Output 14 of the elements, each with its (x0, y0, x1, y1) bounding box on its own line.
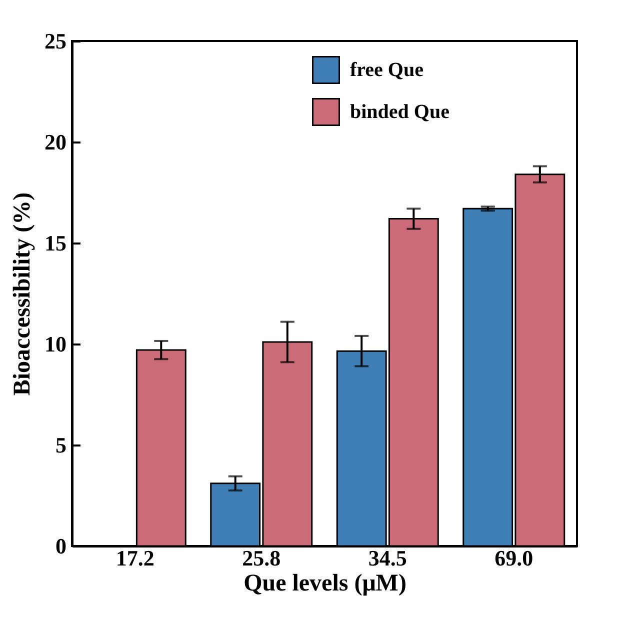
x-tick-label: 34.5 (368, 546, 407, 570)
y-axis-title: Bioaccessibility (%) (10, 192, 36, 396)
y-tick-label: 0 (56, 534, 66, 558)
y-tick-label: 10 (44, 332, 66, 356)
x-tick-label: 69.0 (494, 546, 534, 570)
x-tick-label: 17.2 (116, 546, 154, 570)
legend-label: free Que (350, 59, 424, 81)
y-tick-label: 5 (56, 432, 66, 458)
x-tick-label: 25.8 (242, 546, 281, 570)
legend-label: binded Que (350, 101, 450, 123)
x-axis-title: Que levels (μM) (244, 570, 406, 596)
y-tick-label: 20 (44, 130, 66, 154)
y-tick-label: 25 (44, 28, 66, 54)
y-tick-label: 15 (44, 230, 66, 256)
